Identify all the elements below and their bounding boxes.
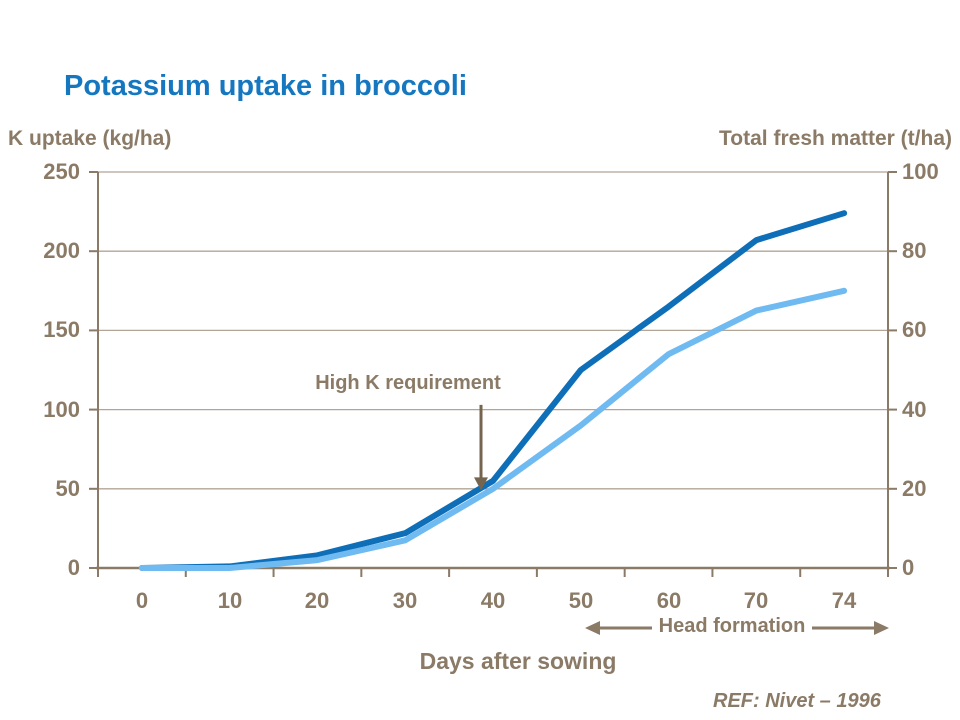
x-tick-label: 40 [480,588,506,613]
annotation-arrows [474,404,889,635]
left-tick-label: 50 [55,476,80,501]
x-tick-label: 50 [568,588,594,613]
x-tick-label: 60 [656,588,682,613]
head-formation-annotation: Head formation [658,615,806,637]
x-axis-title: Days after sowing [419,648,617,674]
right-tick-label: 0 [902,555,915,580]
left-tick-label: 250 [43,159,80,184]
gridlines [98,171,888,490]
chart-title: Potassium uptake in broccoli [64,70,467,102]
axis-lines [96,172,890,570]
right-tick-label: 80 [902,238,927,263]
left-tick-label: 0 [67,555,80,580]
right-tick-label: 40 [902,397,927,422]
x-tick-label: 10 [217,588,243,613]
axis-tick-marks [89,171,897,577]
left-tick-label: 200 [43,238,80,263]
series-lines [138,210,848,571]
right-tick-label: 20 [902,476,927,501]
left-axis-title: K uptake (kg/ha) [8,127,172,150]
x-tick-label: 74 [831,588,857,613]
x-tick-label: 30 [392,588,418,613]
reference-citation: REF: Nivet – 1996 [713,690,881,712]
x-tick-label: 70 [743,588,769,613]
left-tick-label: 150 [43,317,80,342]
left-tick-label: 100 [43,397,80,422]
right-tick-label: 60 [902,317,927,342]
right-tick-label: 100 [902,159,939,184]
x-tick-label: 0 [135,588,149,613]
right-axis-title: Total fresh matter (t/ha) [719,127,952,150]
x-tick-label: 20 [304,588,330,613]
high-k-requirement-annotation: High K requirement [315,372,501,394]
